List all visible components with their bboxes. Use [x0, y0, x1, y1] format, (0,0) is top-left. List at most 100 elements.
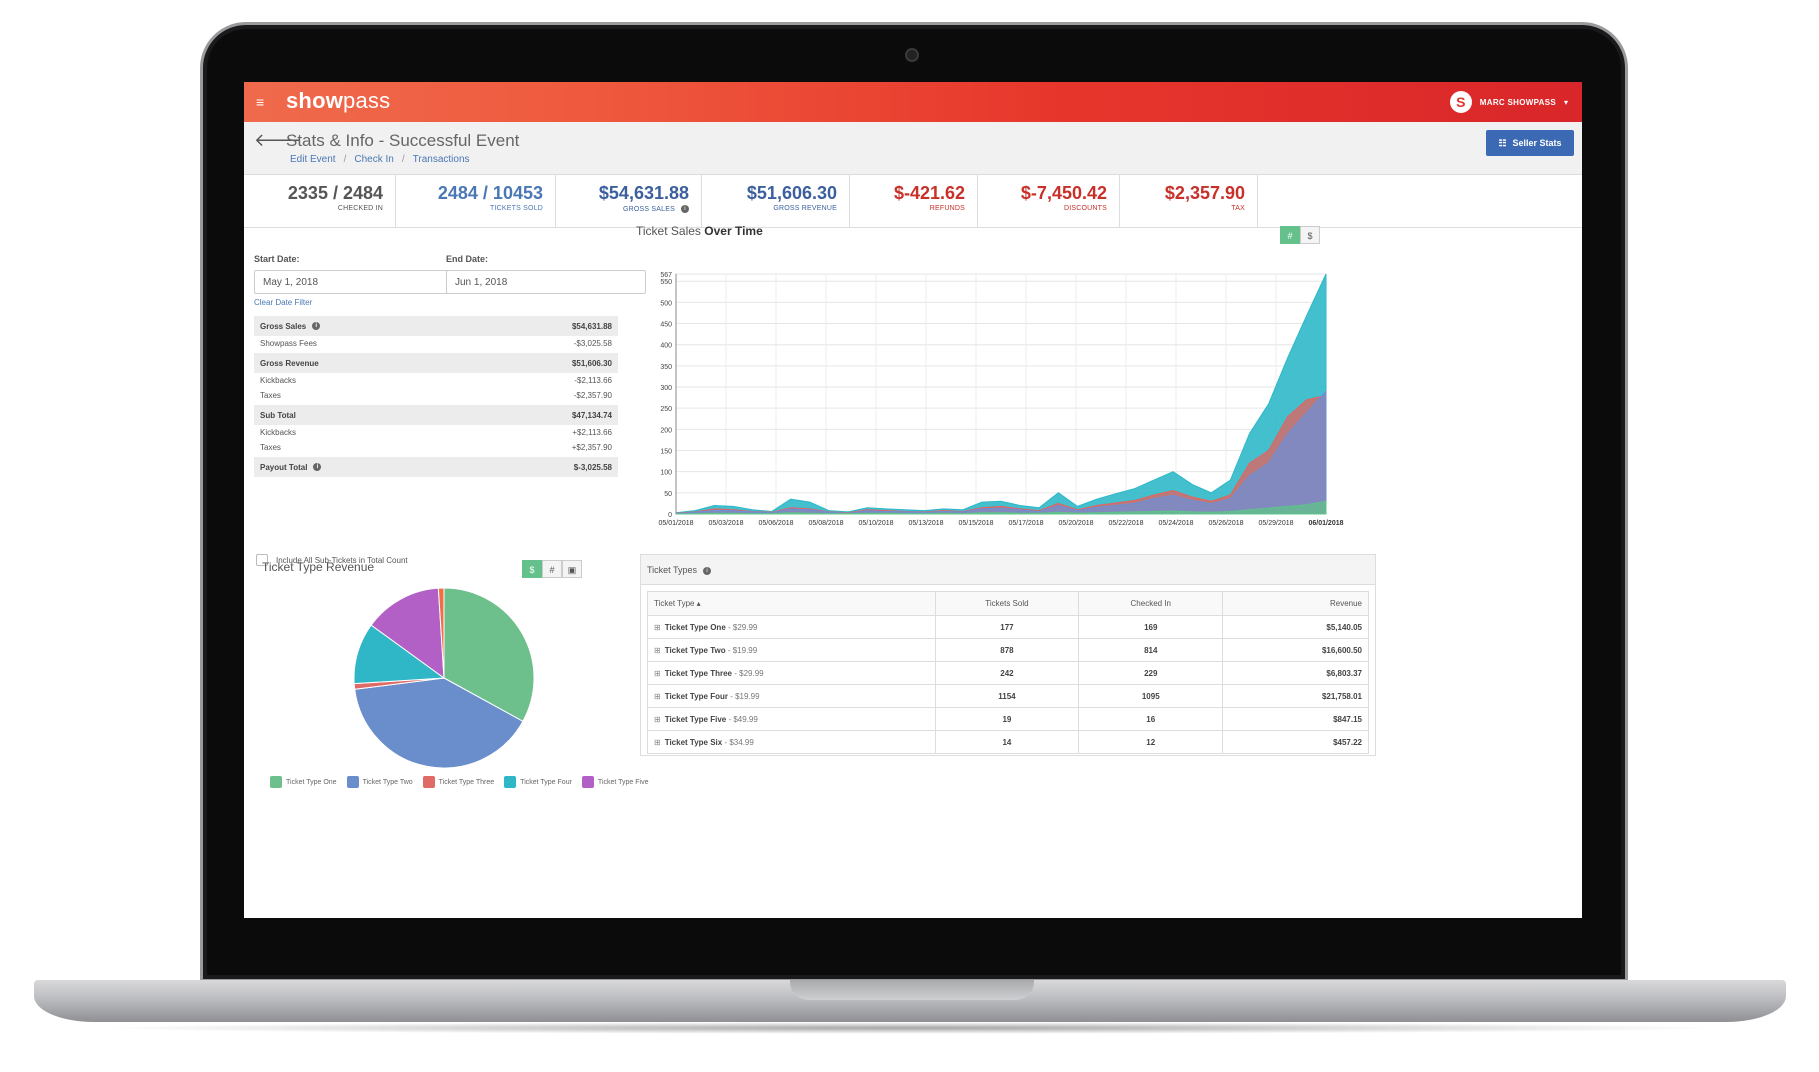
ticket-type-price: - $29.99	[728, 622, 758, 632]
info-icon[interactable]: i	[313, 463, 322, 472]
tickets-sold-cell: 878	[934, 638, 1080, 662]
include-subtickets-row[interactable]: Include All Sub-Tickets in Total Count	[256, 554, 408, 566]
tickets-sold-cell: 14	[934, 730, 1080, 754]
seller-stats-button[interactable]: ☷ Seller Stats	[1486, 130, 1574, 156]
start-date-input[interactable]: May 1, 2018	[254, 270, 454, 294]
legend-item[interactable]: Ticket Type Two	[346, 776, 413, 788]
screen: ≡ showpass S MARC SHOWPASS ▾ 🡐 Stats & I…	[244, 82, 1582, 918]
expand-icon[interactable]: ⊞	[654, 645, 661, 655]
table-row[interactable]: ⊞ Ticket Type Two - $19.99 878 814 $16,60…	[647, 638, 1369, 662]
dollar-toggle-button[interactable]: $	[1300, 226, 1320, 244]
legend-label: Ticket Type Five	[597, 778, 649, 786]
info-icon[interactable]: i	[681, 205, 689, 213]
back-arrow-icon[interactable]: 🡐	[254, 130, 303, 150]
pie-legend: Ticket Type One Ticket Type Two Ticket T…	[270, 776, 649, 788]
area-series[interactable]	[675, 273, 1327, 515]
x-tick-label: 05/26/2018	[1208, 520, 1243, 527]
seller-stats-label: Seller Stats	[1512, 138, 1562, 148]
tickets-sold-cell: 19	[934, 707, 1080, 731]
area-series[interactable]	[675, 394, 1327, 515]
y-tick-label: 500	[660, 300, 672, 307]
users-icon: ☷	[1498, 137, 1507, 148]
expand-icon[interactable]: ⊞	[654, 622, 661, 632]
summary-row-gross-revenue: Gross Revenue $51,606.30	[254, 353, 618, 373]
revenue-cell: $6,803.37	[1222, 661, 1369, 685]
pie-slice[interactable]	[370, 587, 445, 680]
checked-in-cell: 229	[1078, 661, 1224, 685]
legend-label: Ticket Type Three	[438, 778, 495, 786]
ticket-type-name: Ticket Type One	[664, 622, 726, 632]
count-toggle-button[interactable]: #	[542, 560, 562, 578]
brand-logo[interactable]: showpass	[286, 88, 390, 114]
checked-in-cell: 12	[1078, 730, 1224, 754]
expand-icon[interactable]: ⊞	[654, 668, 661, 678]
column-header-ticket-type[interactable]: Ticket Type ▴	[647, 591, 936, 616]
table-row[interactable]: ⊞ Ticket Type Four - $19.99 1154 1095 $21…	[647, 684, 1369, 708]
ticket-type-cell: ⊞ Ticket Type Five - $49.99	[647, 707, 936, 731]
breadcrumb-edit-event[interactable]: Edit Event	[290, 154, 336, 165]
breadcrumb-transactions[interactable]: Transactions	[412, 154, 470, 165]
y-tick-label: 50	[664, 491, 672, 498]
ticket-type-name: Ticket Type Three	[664, 668, 732, 678]
legend-item[interactable]: Ticket Type Three	[422, 776, 495, 788]
revenue-cell: $847.15	[1222, 707, 1369, 731]
x-tick-label: 05/24/2018	[1158, 520, 1193, 527]
dollar-toggle-button[interactable]: $	[522, 560, 542, 578]
laptop-shadow	[90, 1022, 1730, 1034]
line-chart-title: Ticket Sales Over Time	[636, 224, 763, 238]
ticket-type-cell: ⊞ Ticket Type Six - $34.99	[647, 730, 936, 754]
summary-row-gross-sales: Gross Sales i $54,631.88	[254, 316, 618, 336]
end-date-input[interactable]: Jun 1, 2018	[446, 270, 646, 294]
summary-label: Sub Total	[260, 410, 296, 420]
summary-label: Payout Total	[260, 462, 308, 472]
stat-label-wrap: GROSS SALES i	[556, 205, 689, 213]
legend-item[interactable]: Ticket Type Four	[504, 776, 572, 788]
ticket-type-cell: ⊞ Ticket Type Three - $29.99	[647, 661, 936, 685]
ticket-type-cell: ⊞ Ticket Type Four - $19.99	[647, 684, 936, 708]
column-header-checked-in[interactable]: Checked In	[1078, 591, 1224, 616]
clear-date-filter-link[interactable]: Clear Date Filter	[254, 298, 313, 307]
summary-row-taxes: Taxes -$2,357.90	[254, 388, 618, 403]
pie-slice[interactable]	[437, 587, 445, 679]
table-row[interactable]: ⊞ Ticket Type Five - $49.99 19 16 $847.15	[647, 707, 1369, 731]
legend-item[interactable]: Ticket Type Five	[581, 776, 649, 788]
stat-label: GROSS SALES	[623, 205, 675, 213]
expand-icon[interactable]: ⊞	[654, 714, 661, 724]
count-toggle-button[interactable]: #	[1280, 226, 1300, 244]
user-menu[interactable]: S MARC SHOWPASS ▾	[1449, 90, 1568, 114]
area-series[interactable]	[675, 389, 1327, 515]
pie-slice[interactable]	[443, 587, 535, 723]
page-title: Stats & Info - Successful Event	[286, 131, 520, 150]
expand-icon[interactable]: ⊞	[654, 737, 661, 747]
expand-icon[interactable]: ⊞	[654, 691, 661, 701]
y-tick-label: 0	[668, 512, 672, 519]
summary-row-subtotal: Sub Total $47,134.74	[254, 405, 618, 425]
breadcrumb-check-in[interactable]: Check In	[354, 154, 394, 165]
summary-row-taxes: Taxes +$2,357.90	[254, 440, 618, 455]
ticket-type-price: - $49.99	[728, 714, 758, 724]
checked-in-cell: 16	[1078, 707, 1224, 731]
x-tick-label: 05/22/2018	[1108, 520, 1143, 527]
ticket-type-price: - $19.99	[727, 645, 758, 655]
summary-value: $47,134.74	[571, 410, 612, 420]
stat-tax: $2,357.90 TAX	[1120, 175, 1258, 227]
column-header-revenue[interactable]: Revenue	[1222, 591, 1369, 616]
info-icon[interactable]: i	[312, 322, 321, 331]
stat-value: $2,357.90	[1164, 183, 1245, 203]
brand-prefix: show	[286, 88, 344, 113]
include-subtickets-checkbox[interactable]	[256, 554, 268, 566]
line-chart-title-prefix: Ticket Sales	[636, 224, 701, 238]
image-toggle-button[interactable]: ▣	[562, 560, 582, 578]
table-row[interactable]: ⊞ Ticket Type Three - $29.99 242 229 $6,8…	[647, 661, 1369, 685]
info-icon[interactable]: i	[703, 566, 712, 575]
x-tick-label: 05/13/2018	[908, 520, 943, 527]
pie-slice[interactable]	[354, 677, 524, 769]
table-row[interactable]: ⊞ Ticket Type Six - $34.99 14 12 $457.22	[647, 730, 1369, 754]
column-header-tickets-sold[interactable]: Tickets Sold	[934, 591, 1080, 616]
legend-item[interactable]: Ticket Type One	[270, 776, 337, 788]
menu-icon[interactable]: ≡	[256, 94, 265, 110]
table-row[interactable]: ⊞ Ticket Type One - $29.99 177 169 $5,140…	[647, 615, 1369, 639]
webcam	[905, 48, 919, 62]
area-series[interactable]	[675, 500, 1327, 515]
